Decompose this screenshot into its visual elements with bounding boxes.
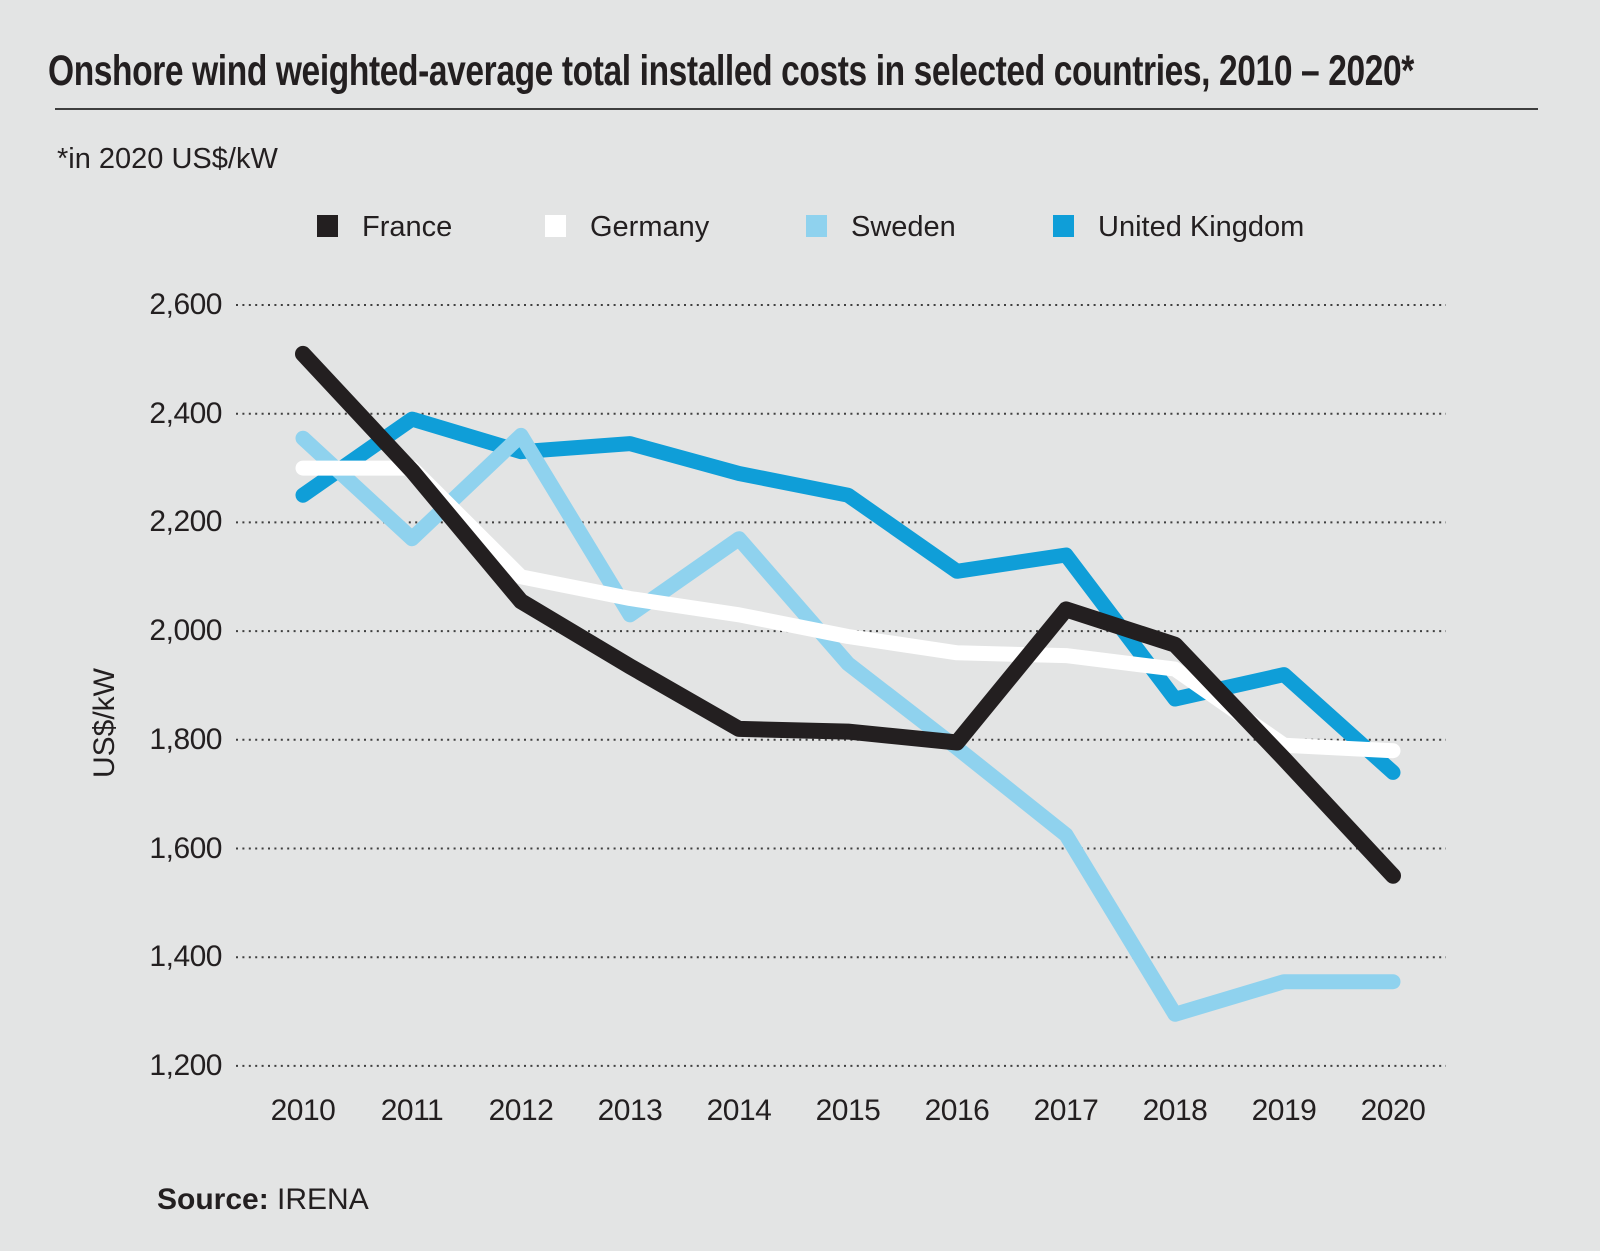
x-tick-label: 2011 (380, 1094, 444, 1127)
legend-label: Germany (590, 211, 710, 243)
x-tick-label: 2015 (815, 1094, 881, 1127)
x-tick-label: 2012 (488, 1094, 554, 1127)
x-tick-label: 2019 (1251, 1094, 1317, 1127)
y-tick-label: 1,200 (149, 1048, 222, 1082)
x-tick-label: 2014 (706, 1094, 772, 1127)
legend-swatch-united-kingdom (1053, 215, 1074, 237)
x-tick-label: 2016 (924, 1094, 990, 1127)
source-line: Source: IRENA (157, 1183, 369, 1217)
y-tick-label: 2,600 (149, 288, 222, 321)
title-rule (55, 108, 1538, 110)
series-line-germany (295, 460, 1401, 759)
x-tick-label: 2013 (597, 1094, 663, 1127)
y-tick-label: 1,800 (149, 722, 222, 756)
x-tick-label: 2017 (1033, 1094, 1099, 1127)
source-label: Source: (157, 1183, 269, 1216)
series-line-united-kingdom (295, 411, 1401, 780)
y-tick-label: 2,200 (149, 505, 222, 539)
x-tick-label: 2018 (1142, 1094, 1208, 1127)
series-line-sweden (295, 427, 1401, 1022)
chart-title: Onshore wind weighted-average total inst… (48, 47, 1414, 95)
legend-swatch-sweden (806, 215, 827, 237)
legend-swatch-germany (545, 215, 566, 237)
x-tick-label: 2010 (270, 1094, 336, 1127)
y-tick-label: 2,400 (149, 396, 222, 430)
y-tick-label: 2,000 (149, 614, 222, 648)
legend-label: France (362, 211, 453, 243)
y-tick-label: 1,600 (149, 831, 222, 865)
legend-swatch-france (317, 215, 338, 237)
x-tick-label: 2020 (1360, 1094, 1426, 1127)
y-tick-label: 1,400 (149, 940, 222, 974)
legend-label: United Kingdom (1098, 211, 1305, 243)
legend-label: Sweden (851, 211, 956, 243)
source-value: IRENA (277, 1183, 369, 1216)
chart-footnote: *in 2020 US$/kW (57, 143, 278, 175)
series-line-france (295, 345, 1401, 884)
